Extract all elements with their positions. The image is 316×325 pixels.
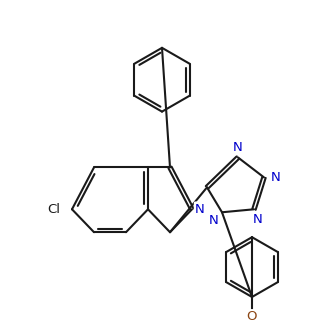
Text: N: N — [253, 213, 263, 226]
Text: N: N — [209, 214, 219, 227]
Text: O: O — [247, 310, 257, 323]
Text: N: N — [271, 171, 281, 184]
Text: Cl: Cl — [47, 203, 60, 216]
Text: N: N — [233, 141, 243, 154]
Text: N: N — [195, 203, 205, 216]
